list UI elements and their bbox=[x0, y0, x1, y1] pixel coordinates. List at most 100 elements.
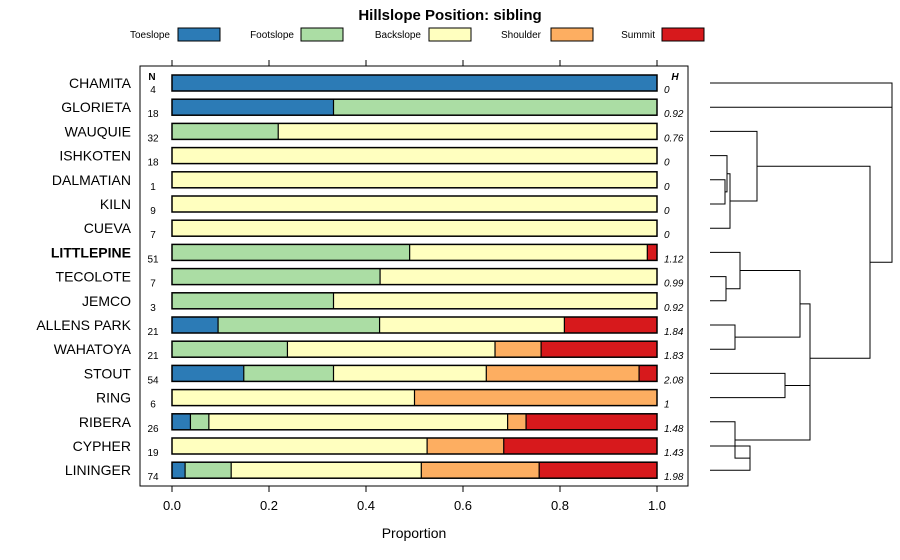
bar-segment bbox=[172, 413, 191, 430]
bar-outline bbox=[171, 461, 658, 479]
row-label: ALLENS PARK bbox=[36, 317, 131, 333]
row-label: WAHATOYA bbox=[54, 341, 132, 357]
x-tick-label: 0.0 bbox=[163, 498, 181, 513]
bar-segment bbox=[172, 389, 415, 406]
dendrogram-branch bbox=[735, 270, 801, 338]
n-value: 54 bbox=[147, 375, 159, 386]
row: LININGER 74 1.98 bbox=[65, 461, 684, 483]
chart-title: Hillslope Position: sibling bbox=[358, 7, 541, 24]
legend-swatch bbox=[177, 27, 221, 42]
x-tick-label: 0.2 bbox=[260, 498, 278, 513]
row: LITTLEPINE 51 1.12 bbox=[51, 243, 684, 265]
h-value: 0 bbox=[664, 158, 670, 169]
bar-segment bbox=[333, 292, 657, 309]
row-label: WAUQUIE bbox=[65, 123, 131, 139]
n-value: 18 bbox=[147, 158, 159, 169]
row: RIBERA 26 1.48 bbox=[79, 413, 684, 435]
plot-panel bbox=[139, 65, 689, 487]
legend-label: Summit bbox=[621, 30, 655, 41]
dendrogram-branch bbox=[710, 82, 893, 108]
bar-segment bbox=[333, 365, 487, 382]
n-value: 26 bbox=[147, 424, 159, 435]
row: CYPHER 19 1.43 bbox=[73, 437, 684, 459]
n-value: 21 bbox=[147, 327, 159, 338]
dendrogram-branch bbox=[710, 372, 786, 399]
h-value: 2.08 bbox=[663, 375, 684, 386]
h-value: 1 bbox=[664, 400, 670, 411]
bar-segment bbox=[172, 268, 381, 285]
n-value: 74 bbox=[147, 472, 159, 483]
h-value: 0 bbox=[664, 230, 670, 241]
bar-segment bbox=[278, 123, 657, 140]
h-value: 1.48 bbox=[664, 424, 684, 435]
bar-segment bbox=[564, 317, 657, 333]
bar-segment bbox=[526, 413, 657, 430]
bar-segment bbox=[427, 438, 504, 454]
row: WAUQUIE 32 0.76 bbox=[65, 122, 684, 144]
dendrogram-branch bbox=[735, 385, 811, 441]
row-label: DALMATIAN bbox=[52, 172, 131, 188]
h-value: 0.92 bbox=[664, 109, 684, 120]
bar-segment bbox=[172, 99, 334, 116]
bar-segment bbox=[172, 196, 657, 212]
bar-segment bbox=[172, 317, 219, 333]
bar-outline bbox=[171, 437, 658, 455]
bar-segment bbox=[639, 365, 657, 382]
row-label: LININGER bbox=[65, 462, 131, 478]
bar-segment bbox=[172, 147, 657, 164]
h-value: 1.43 bbox=[664, 448, 684, 459]
bar-outline bbox=[171, 74, 658, 92]
bar-segment bbox=[172, 341, 288, 358]
legend-label: Shoulder bbox=[501, 30, 542, 41]
dendrogram-branch bbox=[710, 276, 727, 302]
legend-label: Backslope bbox=[375, 30, 422, 41]
row-label: LITTLEPINE bbox=[51, 244, 131, 260]
bar-segment bbox=[507, 413, 527, 430]
bar-segment bbox=[539, 462, 657, 479]
bar-segment bbox=[172, 244, 410, 261]
row: CHAMITA 4 0 bbox=[69, 74, 670, 96]
bar-outline bbox=[171, 122, 658, 141]
h-value: 1.98 bbox=[664, 472, 684, 483]
row: DALMATIAN 1 0 bbox=[52, 171, 670, 193]
bar-segment bbox=[380, 268, 657, 285]
row: STOUT 54 2.08 bbox=[84, 364, 684, 386]
bar-segment bbox=[172, 462, 186, 479]
row-label: CUEVA bbox=[84, 220, 132, 236]
legend-swatch bbox=[300, 27, 344, 42]
x-axis: 0.0 0.2 0.4 0.6 0.8 1.0 bbox=[163, 60, 666, 513]
bar-segment bbox=[208, 413, 508, 430]
n-value: 4 bbox=[150, 85, 156, 96]
dendrogram-branch bbox=[710, 179, 726, 205]
n-value: 9 bbox=[150, 206, 156, 217]
h-value: 0.99 bbox=[664, 279, 684, 290]
bar-outline bbox=[171, 388, 658, 407]
h-column-header: H bbox=[671, 72, 679, 83]
legend-swatch bbox=[661, 27, 705, 42]
dendrogram-branch bbox=[710, 155, 728, 193]
bar-segment bbox=[172, 123, 279, 140]
bar-outline bbox=[171, 98, 658, 116]
n-value: 6 bbox=[150, 400, 156, 411]
bar-outline bbox=[171, 413, 658, 431]
dendrogram-branch bbox=[870, 95, 893, 263]
row-label: STOUT bbox=[84, 365, 132, 381]
bar-outline bbox=[171, 267, 658, 286]
row-label: CHAMITA bbox=[69, 75, 132, 91]
n-value: 7 bbox=[150, 230, 156, 241]
n-value: 51 bbox=[147, 254, 159, 265]
legend-swatch bbox=[428, 27, 472, 42]
bar-outline bbox=[171, 146, 658, 165]
x-tick-label: 0.8 bbox=[551, 498, 569, 513]
h-value: 1.12 bbox=[664, 254, 684, 265]
legend-swatch bbox=[550, 27, 594, 42]
bar-segment bbox=[503, 438, 657, 454]
n-value: 19 bbox=[147, 448, 159, 459]
dendrogram-branch bbox=[710, 324, 736, 350]
row-label: TECOLOTE bbox=[56, 269, 131, 285]
bar-segment bbox=[414, 389, 657, 406]
bar-segment bbox=[495, 341, 542, 358]
bar-segment bbox=[243, 365, 334, 382]
h-value: 1.84 bbox=[664, 327, 684, 338]
